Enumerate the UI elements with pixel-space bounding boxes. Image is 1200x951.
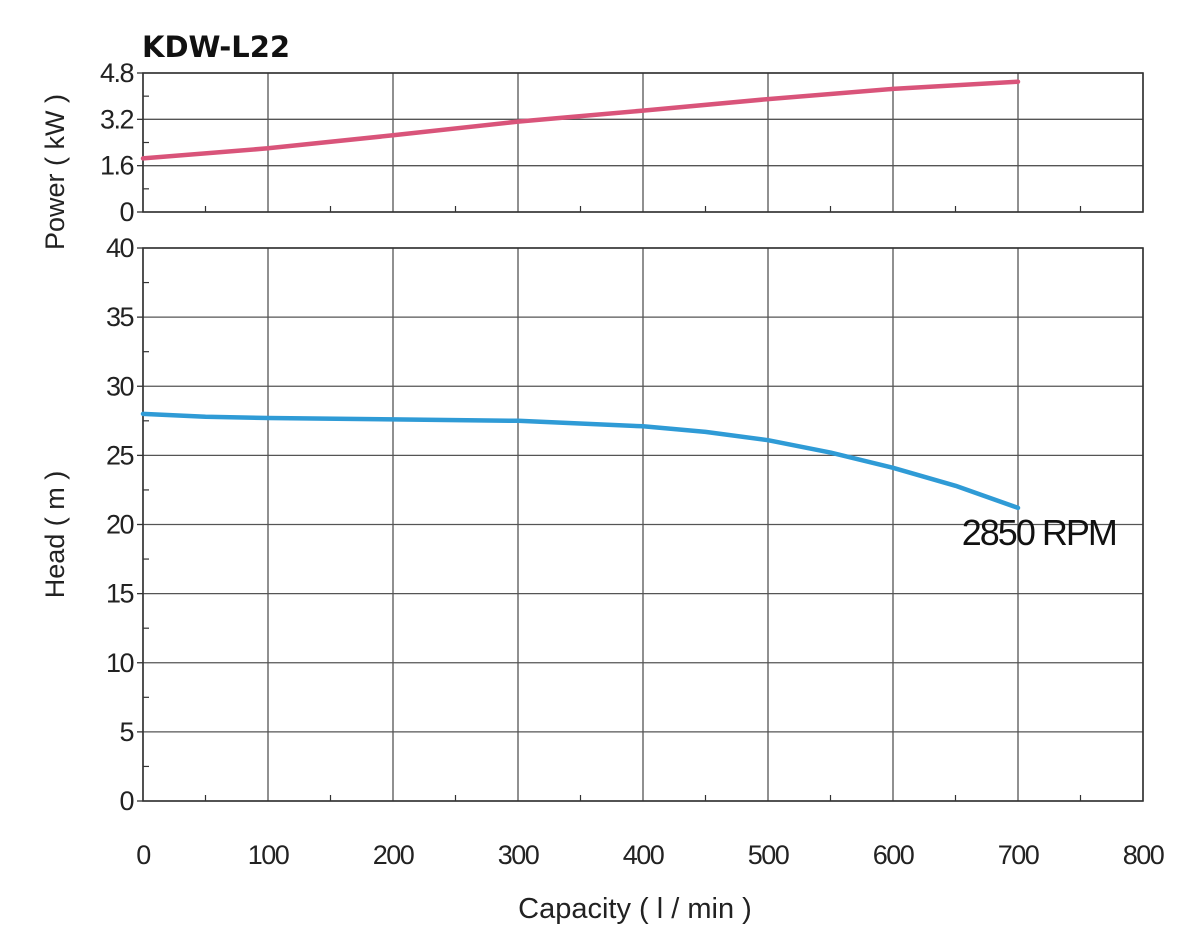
y-tick-label: 15 [106, 579, 134, 609]
y-tick-label: 5 [119, 717, 133, 747]
y-tick-label: 3.2 [100, 104, 134, 134]
y-tick-label: 20 [106, 510, 134, 540]
x-axis-label: Capacity ( l / min ) [518, 893, 752, 925]
y-tick-label: 0 [119, 786, 133, 816]
y-tick-label: 1.6 [100, 151, 134, 181]
x-tick-label: 600 [873, 840, 914, 870]
y-tick-label: 10 [106, 648, 134, 678]
head-axis-label: Head ( m ) [40, 471, 70, 599]
y-tick-label: 4.8 [100, 58, 134, 88]
x-tick-label: 300 [498, 840, 539, 870]
y-tick-label: 25 [106, 440, 134, 470]
x-tick-label: 100 [248, 840, 289, 870]
x-tick-label: 0 [136, 840, 150, 870]
x-tick-label: 800 [1123, 840, 1164, 870]
panel-head: 0 5 10 15 20 25 30 35 40 2850 RPM Head ( m ) [40, 233, 1144, 816]
y-tick-label: 0 [119, 197, 133, 227]
head-curve-line [140, 411, 1021, 511]
panel-power: 0 1.6 3.2 4.8 Power ( kW ) [40, 58, 1144, 250]
power-curve-line [140, 79, 1021, 161]
x-tick-label: 700 [998, 840, 1039, 870]
plot-frame [142, 72, 1144, 213]
y-tick-label: 30 [106, 371, 134, 401]
x-tick-label: 200 [373, 840, 414, 870]
curve-annotation: 2850 RPM [962, 512, 1116, 553]
x-tick-label: 500 [748, 840, 789, 870]
y-tick-label: 40 [106, 233, 134, 263]
plot-frame [142, 247, 1144, 802]
power-axis-label: Power ( kW ) [40, 94, 70, 250]
chart-title: KDW-L22 [142, 30, 291, 64]
y-tick-label: 35 [106, 302, 134, 332]
x-tick-label: 400 [623, 840, 664, 870]
